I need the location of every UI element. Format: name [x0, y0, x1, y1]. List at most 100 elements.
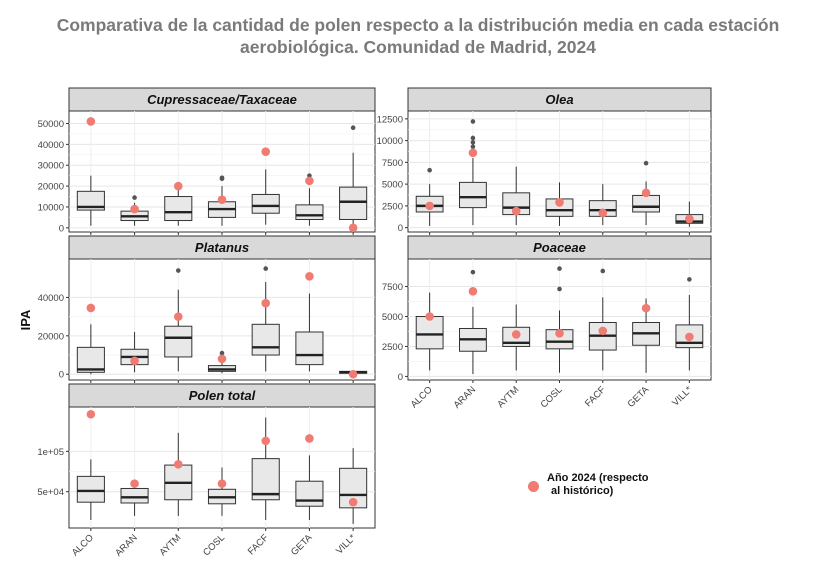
year-2024-point [130, 356, 139, 366]
year-2024-point [511, 206, 521, 216]
outlier-point [470, 140, 476, 145]
y-tick-label: 2500 [382, 201, 403, 212]
box-AYTM [164, 186, 193, 226]
box-iqr [632, 194, 660, 213]
x-tick-label: GETA [626, 384, 652, 410]
y-tick-label: 7500 [382, 282, 403, 293]
y-tick-label: 30000 [38, 161, 64, 172]
year-2024-point [173, 312, 183, 321]
year-2024-point [348, 369, 358, 379]
box-VILL* [339, 125, 368, 226]
x-tick-label: FACF [583, 384, 608, 409]
box-iqr [251, 193, 280, 214]
legend-label-line-1: Año 2024 (respecto [547, 472, 649, 484]
year-2024-point [261, 436, 271, 446]
y-tick-label: 20000 [38, 182, 64, 193]
y-tick-label: 1e+05 [37, 447, 64, 458]
x-tick-label: ARAN [452, 384, 479, 411]
outlier-point [219, 350, 225, 356]
box-iqr [164, 325, 193, 358]
facet-strip-title: Polen total [189, 388, 256, 403]
box-ARAN [120, 482, 149, 516]
year-2024-point [468, 287, 478, 296]
year-2024-point [86, 409, 96, 419]
x-tick-label: COSL [539, 384, 565, 410]
chart-title-line-2: aerobiológica. Comunidad de Madrid, 2024 [240, 37, 596, 57]
y-tick-label: 10000 [377, 136, 403, 147]
facet-panel: Platanus 0 20000 40000 [38, 235, 376, 383]
outlier-point [557, 266, 562, 271]
outlier-point [263, 266, 269, 271]
year-2024-point [130, 479, 139, 488]
box-iqr [459, 181, 487, 209]
box-AYTM [164, 432, 193, 516]
year-2024-point [641, 303, 651, 313]
year-2024-point [468, 148, 478, 158]
legend-label: Año 2024 (respecto al histórico) [547, 472, 717, 498]
outlier-point [350, 125, 356, 130]
year-2024-point [555, 328, 564, 338]
box-iqr [251, 323, 280, 356]
box-GETA [632, 160, 660, 226]
year-2024-point [305, 271, 314, 281]
facet-panel: Polen total 5e+04 1e+05 ALCO ARAN AYTM COSL FAC… [37, 383, 376, 559]
box-iqr [295, 480, 324, 507]
year-2024-point [217, 479, 227, 488]
year-2024-point [685, 332, 694, 342]
facet-panel: Cupressaceae/Taxaceae 0 10000 20000 30000 400… [38, 87, 376, 235]
x-tick-label: ALCO [70, 532, 96, 558]
box-ALCO [76, 175, 105, 226]
y-tick-label: 5000 [382, 312, 403, 323]
box-iqr [76, 190, 105, 211]
chart-title: Comparativa de la cantidad de polen resp… [0, 14, 836, 58]
year-2024-point [217, 195, 227, 204]
year-2024-point [555, 198, 564, 207]
facet-strip-title: Cupressaceae/Taxaceae [147, 92, 297, 107]
box-COSL [207, 467, 237, 516]
y-tick-label: 5000 [382, 180, 403, 191]
chart-title-line-1: Comparativa de la cantidad de polen resp… [56, 15, 780, 35]
box-GETA [295, 293, 324, 372]
box-iqr [251, 458, 280, 501]
facet-panel: Olea 0 2500 5000 7500 10000 12500 [377, 87, 712, 235]
year-2024-point [305, 176, 314, 186]
box-ALCO [76, 459, 105, 520]
year-2024-point [173, 459, 183, 469]
year-2024-point [425, 312, 434, 321]
y-axis-label: IPA [18, 309, 33, 330]
box-ALCO [76, 324, 105, 375]
year-2024-point [641, 188, 651, 198]
year-2024-point [261, 147, 271, 156]
year-2024-point [86, 117, 96, 126]
box-FACF [251, 169, 280, 225]
x-tick-label: VILL* [334, 532, 358, 556]
facet-strip-title: Poaceae [533, 240, 586, 255]
facet-panel: Poaceae 0 2500 5000 7500 ALCO ARAN AYTM COSL FACF… [382, 235, 712, 411]
y-tick-label: 0 [59, 223, 64, 234]
legend-point-icon [528, 481, 539, 492]
y-tick-label: 40000 [38, 140, 64, 151]
outlier-point [470, 119, 476, 124]
y-tick-label: 5e+04 [37, 487, 64, 498]
box-iqr [295, 204, 324, 220]
x-tick-label: AYTM [495, 384, 521, 410]
y-tick-label: 12500 [377, 114, 403, 125]
legend: Año 2024 (respecto al histórico) [520, 470, 720, 510]
box-ARAN [459, 119, 487, 226]
outlier-point [643, 160, 649, 166]
y-tick-label: 7500 [382, 158, 403, 169]
outlier-point [470, 269, 476, 275]
x-tick-label: VILL* [670, 384, 694, 408]
legend-label-line-2: al histórico) [551, 485, 614, 497]
y-tick-label: 2500 [382, 342, 403, 353]
year-2024-point [598, 326, 608, 336]
facet-strip-title: Olea [545, 92, 573, 107]
box-iqr [295, 331, 324, 366]
outlier-point [470, 144, 476, 149]
outlier-point [600, 268, 606, 274]
year-2024-point [425, 201, 434, 211]
year-2024-point [348, 497, 358, 507]
year-2024-point [173, 181, 183, 191]
x-tick-label: ARAN [113, 532, 140, 559]
